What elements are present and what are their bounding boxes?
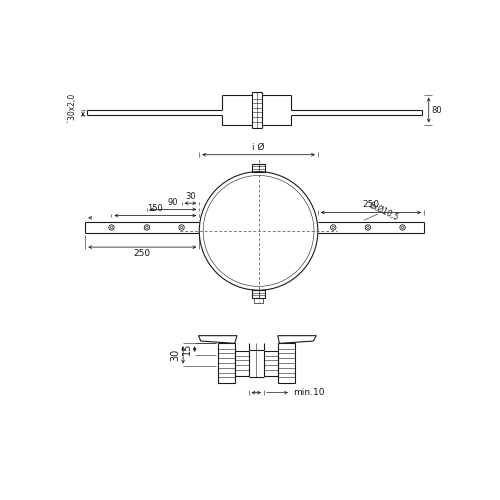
Bar xyxy=(252,290,264,298)
Text: 30: 30 xyxy=(170,349,180,361)
Bar xyxy=(218,344,234,384)
Text: 30: 30 xyxy=(185,192,196,201)
Text: ̀30x2,0: ̀30x2,0 xyxy=(72,97,80,123)
Bar xyxy=(252,164,264,172)
Bar xyxy=(234,351,248,376)
Text: 250: 250 xyxy=(362,200,380,209)
Text: 250: 250 xyxy=(134,250,151,258)
Text: 6xØ10,5: 6xØ10,5 xyxy=(367,201,400,222)
Text: 15: 15 xyxy=(182,343,192,355)
Text: min.10: min.10 xyxy=(293,388,324,397)
Text: 90: 90 xyxy=(168,198,178,207)
Bar xyxy=(278,344,295,384)
Text: i Ø: i Ø xyxy=(252,142,265,152)
Text: 80: 80 xyxy=(431,106,442,114)
Bar xyxy=(254,298,263,304)
Text: 150: 150 xyxy=(148,204,164,213)
Bar xyxy=(264,351,278,376)
